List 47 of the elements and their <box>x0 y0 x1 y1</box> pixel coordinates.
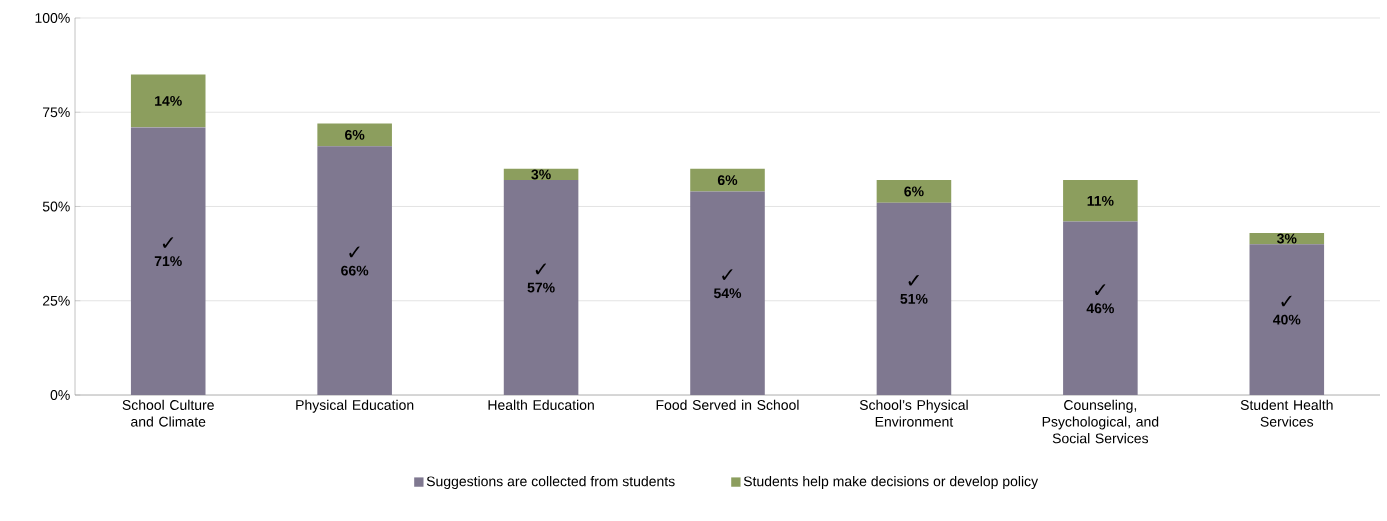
annotation: ✓ <box>535 263 547 275</box>
annotation: ✓ <box>908 274 919 286</box>
data-label: 14% <box>155 96 182 106</box>
x-tick-label: School Culture and Climate <box>122 399 214 427</box>
x-tick-label: School’s Physical Environment <box>859 399 968 427</box>
data-label: 6% <box>717 175 738 186</box>
x-tick-label: Physical Education <box>296 399 414 413</box>
bar <box>690 191 765 395</box>
x-tick-label: Student Health Services <box>1240 399 1333 427</box>
x-tick-label: Counseling, Psychological, and Social Services <box>1042 399 1159 444</box>
data-label: 11% <box>1087 195 1114 206</box>
data-label: 51% <box>900 293 928 304</box>
annotation: ✓ <box>1094 284 1106 295</box>
bar <box>130 127 206 395</box>
data-label: 57% <box>527 282 555 293</box>
x-tick-label: Health Education <box>488 399 594 410</box>
data-label: 3% <box>531 169 551 180</box>
bar <box>503 180 579 395</box>
annotation: ✓ <box>722 269 733 280</box>
bar <box>130 74 206 128</box>
annotation: ✓ <box>1281 295 1292 307</box>
bar <box>690 168 765 192</box>
data-label: 40% <box>1273 314 1301 325</box>
y-tick-label: 25% <box>42 295 70 306</box>
legend-label: Students help make decisions or develop policy <box>743 476 1039 490</box>
data-label: 71% <box>154 256 182 267</box>
data-label: 6% <box>345 129 365 140</box>
bar <box>1063 180 1138 222</box>
x-tick-label: Food Served in School <box>656 399 799 410</box>
bar <box>876 180 952 203</box>
legend-label: Suggestions are collected from students <box>426 476 675 490</box>
data-label: 66% <box>341 265 369 276</box>
data-label: 6% <box>904 186 924 197</box>
y-tick-label: 100% <box>35 13 70 23</box>
y-tick-label: 0% <box>50 390 70 400</box>
data-label: 3% <box>1277 233 1297 244</box>
bar <box>876 202 952 395</box>
annotation: ✓ <box>162 237 174 248</box>
bar <box>1063 221 1138 395</box>
bar <box>317 146 392 395</box>
bar <box>1249 244 1325 395</box>
annotation: ✓ <box>349 246 360 258</box>
bar <box>317 123 392 147</box>
y-tick-label: 75% <box>42 107 70 118</box>
data-label: 46% <box>1086 303 1114 314</box>
y-tick-label: 50% <box>42 201 70 212</box>
data-label: 54% <box>713 288 742 299</box>
